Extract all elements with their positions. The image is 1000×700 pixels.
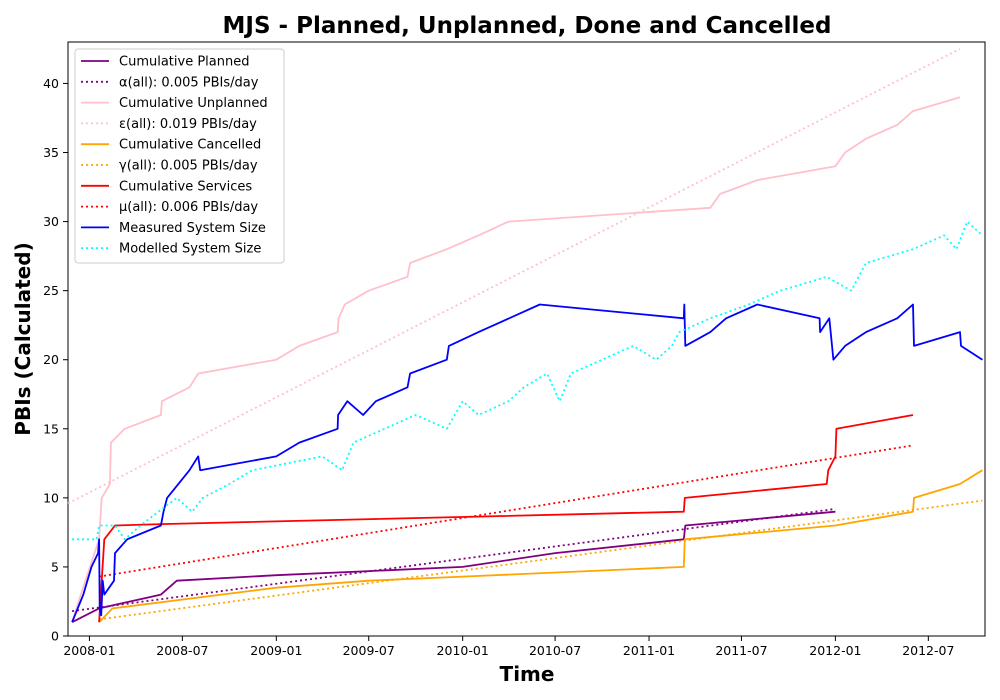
y-tick-label: 25: [43, 283, 59, 298]
y-axis: 0 5 10 15 20 25 30 35 40: [43, 76, 68, 644]
y-tick-label: 20: [43, 352, 59, 367]
series-line-4: [98, 469, 983, 623]
series-line-1: [71, 508, 836, 612]
legend-label: ε(all): 0.019 PBIs/day: [119, 117, 257, 132]
x-tick-label: 2012-01: [809, 643, 861, 658]
series-line-0: [71, 510, 836, 624]
y-axis-label: PBIs (Calculated): [11, 242, 35, 435]
series-line-2: [71, 96, 961, 623]
x-tick-label: 2008-07: [156, 643, 208, 658]
series-line-3: [67, 48, 961, 505]
y-tick-label: 10: [43, 490, 59, 505]
x-tick-label: 2011-07: [715, 643, 767, 658]
x-tick-label: 2010-07: [529, 643, 581, 658]
legend-label: Cumulative Unplanned: [119, 96, 268, 111]
x-tick-label: 2009-07: [343, 643, 395, 658]
chart-title: MJS - Planned, Unplanned, Done and Cance…: [223, 13, 832, 39]
legend-label: γ(all): 0.005 PBIs/day: [119, 159, 258, 174]
legend-label: α(all): 0.005 PBIs/day: [119, 75, 259, 90]
y-tick-label: 40: [43, 76, 59, 91]
legend-label: Cumulative Planned: [119, 55, 249, 70]
y-tick-label: 30: [43, 214, 59, 229]
y-tick-label: 35: [43, 145, 59, 160]
legend-box: [74, 48, 285, 264]
x-tick-label: 2011-01: [623, 643, 675, 658]
legend-label: μ(all): 0.006 PBIs/day: [119, 200, 258, 215]
y-tick-label: 5: [51, 559, 59, 574]
x-tick-label: 2009-01: [250, 643, 302, 658]
x-tick-label: 2010-01: [437, 643, 489, 658]
x-tick-label: 2008-01: [63, 643, 115, 658]
y-tick-label: 0: [51, 629, 59, 644]
x-axis-label: Time: [500, 662, 555, 686]
series-line-5: [98, 499, 983, 621]
legend-label: Modelled System Size: [119, 242, 261, 257]
y-tick-label: 15: [43, 421, 59, 436]
x-axis: 2008-01 2008-07 2009-01 2009-07 2010-01 2010-…: [63, 636, 954, 658]
series-layer: [67, 48, 984, 624]
series-line-6: [98, 414, 914, 623]
legend: Cumulative Planned α(all): 0.005 PBIs/day…: [74, 48, 285, 264]
series-line-9: [72, 220, 984, 541]
legend-label: Cumulative Services: [119, 179, 252, 194]
series-line-8: [71, 303, 983, 623]
legend-label: Measured System Size: [119, 221, 266, 236]
legend-label: Cumulative Cancelled: [119, 138, 261, 153]
x-tick-label: 2012-07: [902, 643, 954, 658]
